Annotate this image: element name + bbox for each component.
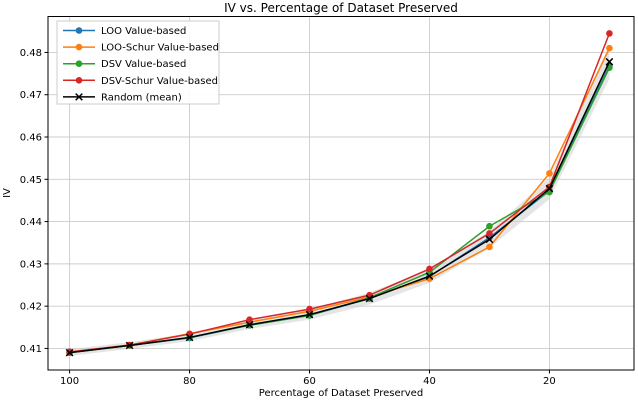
series-layer <box>65 30 614 357</box>
marker-x <box>185 333 194 342</box>
legend-swatch-x-marker <box>75 93 83 101</box>
marker-dot <box>606 30 613 37</box>
y-axis-label: IV <box>2 188 13 198</box>
legend-item-random-mean: Random (mean) <box>63 92 182 103</box>
x-tick-label: 60 <box>303 376 316 387</box>
y-tick-label: 0.44 <box>20 217 42 228</box>
legend-swatch-dot-marker <box>75 77 83 84</box>
legend-item-label: Random (mean) <box>101 92 182 103</box>
legend-item-dsv-value-based: DSV Value-based <box>63 59 186 70</box>
x-tick-label: 40 <box>423 376 436 387</box>
x-tick-label: 100 <box>60 376 79 387</box>
marker-dot <box>306 305 313 313</box>
legend-item-label: DSV-Schur Value-based <box>101 76 218 87</box>
y-tick-label: 0.43 <box>20 259 42 270</box>
legend-item-label: LOO-Schur Value-based <box>101 43 219 54</box>
y-tick-label: 0.48 <box>20 48 42 59</box>
marker-dot <box>606 44 613 52</box>
y-tick-label: 0.45 <box>20 175 42 186</box>
legend-box <box>56 20 220 105</box>
legend-item-loo-value-based: LOO Value-based <box>63 26 186 37</box>
axes-layer: 100 80 60 40 20 0.41 0.42 0.43 0.44 0.45 0.46 0.47 0… <box>20 16 635 387</box>
marker-dot <box>486 243 493 251</box>
legend-swatch-dot-marker <box>75 27 83 34</box>
marker-x <box>365 294 374 303</box>
marker-x <box>125 341 134 350</box>
plot-spines <box>47 16 635 371</box>
y-tick-label: 0.42 <box>20 302 42 313</box>
y-tick-label: 0.47 <box>20 90 42 101</box>
y-tick-label: 0.46 <box>20 133 42 144</box>
chart-title: IV vs. Percentage of Dataset Preserved <box>224 1 458 15</box>
series-line-random-mean <box>69 61 611 354</box>
legend-item-label: LOO Value-based <box>101 26 186 37</box>
marker-x <box>65 348 74 357</box>
marker-dot <box>486 222 493 230</box>
series-line-dsv-schur-value-based <box>69 33 611 353</box>
marker-dot <box>246 316 253 323</box>
legend-item-label: DSV Value-based <box>101 59 186 70</box>
legend: LOO Value-based LOO-Schur Value-based DSV … <box>56 20 220 105</box>
legend-item-dsv-schur-value-based: DSV-Schur Value-based <box>63 76 218 87</box>
marker-dot <box>546 170 553 177</box>
marker-x <box>605 57 614 66</box>
series-markers-random-mean <box>65 57 614 357</box>
marker-dot <box>426 265 433 273</box>
marker-x <box>305 310 314 319</box>
marker-dot <box>486 230 493 237</box>
marker-x <box>245 320 254 329</box>
marker-x <box>545 184 554 193</box>
marker-x <box>485 235 494 244</box>
x-axis-label: Percentage of Dataset Preserved <box>259 388 423 399</box>
y-tick-label: 0.41 <box>20 344 42 355</box>
x-tick-label: 20 <box>543 376 556 387</box>
marker-x <box>425 272 434 280</box>
legend-swatch-dot-marker <box>75 60 83 67</box>
legend-swatch-dot-marker <box>75 43 83 51</box>
x-tick-label: 80 <box>183 376 196 387</box>
legend-item-loo-schur-value-based: LOO-Schur Value-based <box>63 43 219 54</box>
